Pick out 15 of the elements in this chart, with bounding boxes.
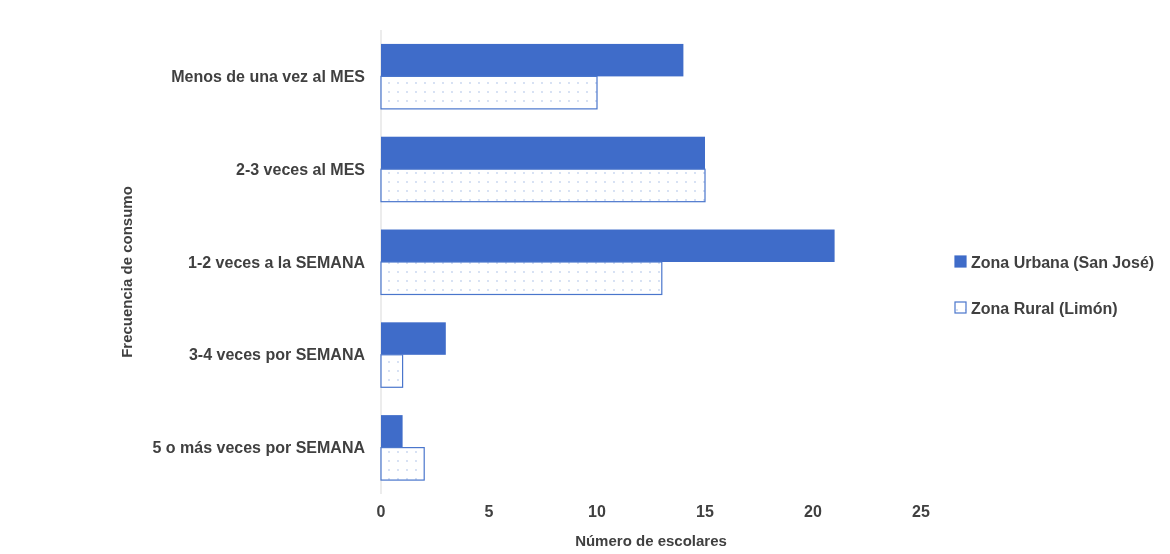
legend-label: Zona Rural (Limón) bbox=[971, 299, 1118, 317]
x-tick-label: 0 bbox=[376, 503, 386, 520]
y-tick-label: 5 o más veces por SEMANA bbox=[152, 439, 366, 457]
x-tick-label: 5 bbox=[484, 503, 494, 520]
y-tick-label: 3-4 veces por SEMANA bbox=[188, 346, 366, 364]
x-tick-label: 10 bbox=[588, 503, 606, 520]
y-axis-title: Frecuencia de consumo bbox=[118, 186, 135, 358]
x-axis-title: Número de escolares bbox=[575, 532, 727, 549]
y-tick-label: 2-3 veces al MES bbox=[236, 160, 366, 178]
x-tick-label: 25 bbox=[912, 503, 930, 520]
x-tick-label: 15 bbox=[696, 503, 714, 520]
x-tick-label: 20 bbox=[804, 503, 822, 520]
y-tick-label: Menos de una vez al MES bbox=[171, 68, 366, 85]
legend-label: Zona Urbana (San José) bbox=[971, 253, 1155, 271]
y-tick-label: 1-2 veces a la SEMANA bbox=[188, 253, 366, 271]
